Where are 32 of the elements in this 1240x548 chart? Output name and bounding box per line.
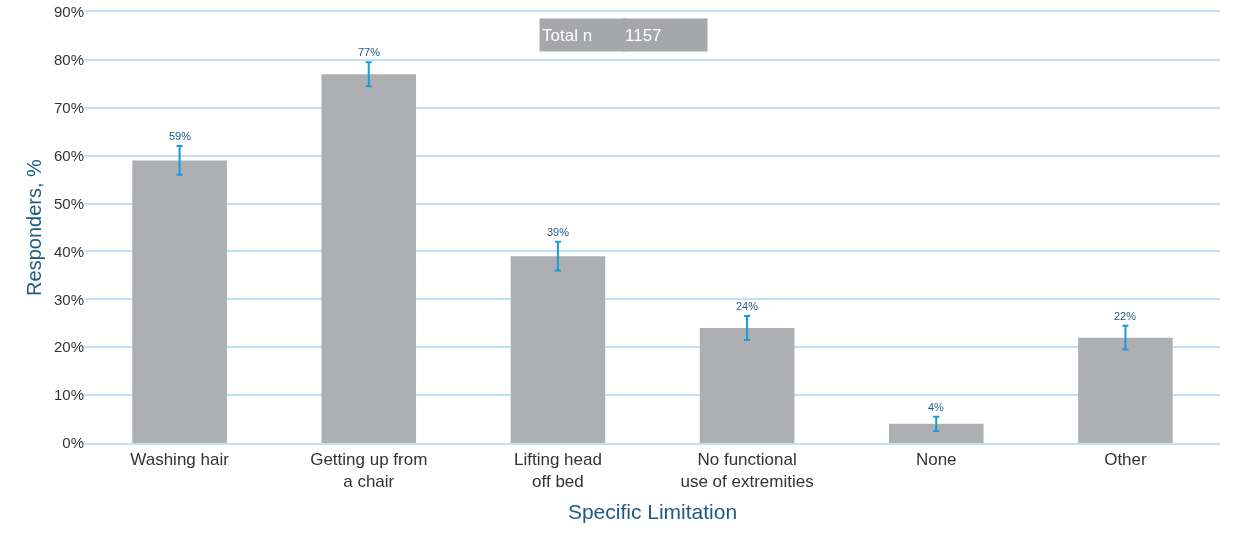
bar [321, 74, 417, 443]
x-tick-label: Lifting head off bed [513, 450, 602, 492]
x-tick-label: Getting up from a chair [310, 450, 428, 492]
x-tick-label: Other [1104, 450, 1148, 470]
y-tick-label: 50% [53, 194, 84, 212]
y-tick-label: 80% [53, 51, 84, 69]
x-tick-label: No functional use of extremities [680, 450, 814, 492]
y-tick-label: 0% [62, 434, 84, 452]
y-tick-label: 20% [53, 338, 84, 356]
annotation: 1157 [625, 25, 662, 45]
x-tick-label: None [915, 450, 957, 470]
y-tick-label: 10% [53, 386, 84, 404]
y-tick-label: 30% [53, 290, 84, 308]
y-axis-title: Responders, % [23, 158, 46, 296]
data-label: 59% [169, 130, 192, 142]
y-tick-label: 90% [53, 3, 84, 21]
y-tick-label: 60% [53, 146, 84, 164]
data-label: 4% [928, 401, 945, 413]
data-label: 39% [547, 226, 570, 238]
bar [1078, 337, 1173, 443]
bar [132, 160, 227, 443]
annotation: Total n [542, 25, 593, 45]
data-label: 22% [1114, 310, 1137, 322]
x-tick-label: Washing hair [130, 450, 230, 470]
y-tick-label: 70% [53, 99, 84, 117]
x-axis-title: Specific Limitation [567, 499, 738, 523]
bar [510, 256, 606, 443]
bar [888, 423, 984, 443]
bar [699, 328, 795, 443]
data-label: 24% [736, 300, 759, 312]
data-label: 77% [358, 46, 381, 58]
y-tick-label: 40% [53, 242, 84, 260]
